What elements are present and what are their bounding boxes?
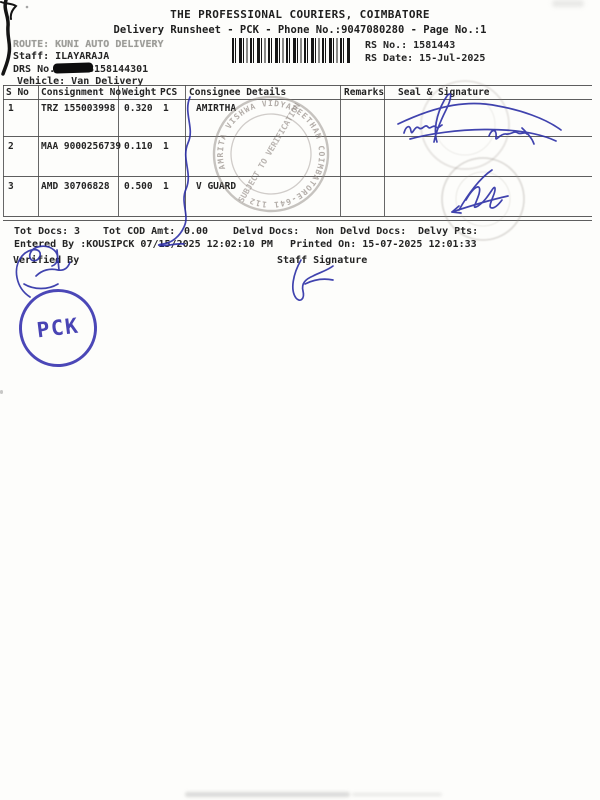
- tot-docs-value: 3: [74, 226, 81, 237]
- verified-by-label: Verified By: [13, 255, 80, 266]
- route-line: ROUTE: KUNI AUTO DELIVERY: [13, 39, 164, 50]
- table-vline: [384, 85, 385, 216]
- delvy-pts-label: Delvy Pts:: [418, 226, 479, 237]
- document-subtitle: Delivery Runsheet - PCK - Phone No.:9047…: [113, 24, 487, 36]
- table-vline: [185, 85, 186, 216]
- rs-date-line: RS Date: 15-Jul-2025: [365, 53, 486, 64]
- scan-smudge: [552, 0, 584, 7]
- entered-by-line: Entered By :KOUSIPCK 07/15/2025 12:02:10…: [14, 239, 273, 250]
- rs-no-line: RS No.: 1581443: [365, 40, 456, 51]
- col-header-seal: Seal & Signature: [398, 87, 490, 98]
- cell-consignment: MAA 9000256739: [41, 141, 122, 152]
- cell-weight: 0.320: [124, 103, 153, 114]
- table-border-top: [3, 85, 592, 86]
- cell-consignee: V GUARD: [196, 181, 237, 192]
- staff-line: Staff: ILAYARAJA: [13, 51, 110, 62]
- table-vline: [3, 85, 4, 216]
- table-border-bottom: [3, 216, 592, 217]
- cell-pcs: 1: [163, 181, 169, 192]
- barcode: [232, 38, 350, 63]
- col-header-weight: Weight: [122, 87, 157, 98]
- cell-weight: 0.500: [124, 181, 153, 192]
- drs-label: DRS No.:: [13, 64, 62, 75]
- col-header-sno: S No: [6, 87, 29, 98]
- col-header-consignment: Consignment No: [41, 87, 122, 98]
- scan-smudge: [352, 793, 442, 796]
- table-vline: [118, 85, 119, 216]
- col-header-consignee: Consignee Details: [189, 87, 287, 98]
- row-divider: [3, 176, 592, 177]
- table-vline: [340, 85, 341, 216]
- staff-signature-label: Staff Signature: [277, 255, 368, 266]
- verification-stamp: AMRITA VISHWA VIDYAPEETHAM COIMBATORE-64…: [202, 85, 341, 224]
- document-title: THE PROFESSIONAL COURIERS, COIMBATORE: [170, 8, 430, 21]
- tot-docs-label: Tot Docs:: [14, 226, 69, 237]
- pck-stamp: PCK: [14, 284, 102, 372]
- cell-sno: 1: [8, 103, 14, 114]
- vehicle-line: Vehicle: Van Delivery: [17, 76, 144, 87]
- cell-consignee: AMIRTHA: [196, 103, 237, 114]
- cell-consignment: AMD 30706828: [41, 181, 110, 192]
- cell-pcs: 1: [163, 141, 169, 152]
- delvd-docs-label: Delvd Docs:: [233, 226, 300, 237]
- cell-sno: 3: [8, 181, 14, 192]
- cell-sno: 2: [8, 141, 14, 152]
- cell-consignment: TRZ 155003998: [41, 103, 116, 114]
- printed-on-line: Printed On: 15-07-2025 12:01:33: [290, 239, 477, 250]
- cell-pcs: 1: [163, 103, 169, 114]
- faint-seal-stamp: [441, 157, 525, 241]
- row-divider: [3, 136, 592, 137]
- col-header-pcs: PCS: [160, 87, 178, 98]
- table-header-divider: [3, 99, 592, 100]
- cell-weight: 0.110: [124, 141, 153, 152]
- table-border-bottom-double: [3, 219, 592, 221]
- table-vline: [38, 85, 39, 216]
- drs-value: 8158144301: [88, 64, 149, 75]
- col-header-remarks: Remarks: [344, 87, 385, 98]
- drs-redaction-mark: [52, 62, 94, 74]
- staff-signature: [291, 259, 334, 301]
- scan-smudge: [185, 792, 350, 797]
- pck-stamp-text: PCK: [35, 313, 81, 343]
- non-delvd-docs-label: Non Delvd Docs:: [316, 226, 407, 237]
- tot-cod-label: Tot COD Amt:: [103, 226, 176, 237]
- scan-smudge: [0, 390, 3, 394]
- tot-cod-value: 0.00: [184, 226, 209, 237]
